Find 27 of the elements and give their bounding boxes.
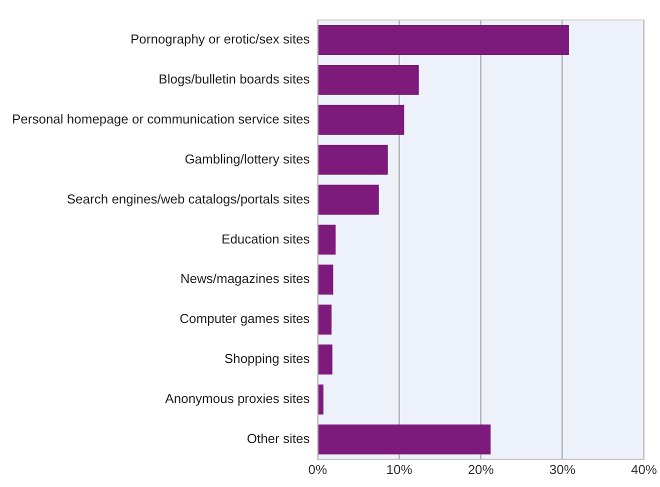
y-tick-label: Search engines/web catalogs/portals sites [66,191,310,206]
bar [318,224,336,255]
bar [318,384,324,414]
y-tick-label: Gambling/lottery sites [184,151,310,166]
y-tick-label: Anonymous proxies sites [165,391,310,406]
y-tick-label: Shopping sites [224,351,310,366]
y-tick-label: Education sites [222,231,310,246]
x-tick-label: 10% [386,462,413,477]
y-tick-label: Blogs/bulletin boards sites [158,71,310,86]
y-tick-label: News/magazines sites [180,271,310,286]
bar [318,344,332,375]
bar [318,304,332,335]
x-tick-label: 30% [549,462,576,477]
bar [318,104,404,135]
y-tick-label: Personal homepage or communication service sites [12,111,310,126]
bar [318,24,569,55]
bar [318,264,334,295]
bar [318,424,491,454]
y-tick-label: Other sites [246,431,310,446]
x-tick-label: 0% [308,462,328,477]
y-tick-label: Computer games sites [180,311,310,326]
bar [318,184,379,215]
bar [318,64,419,95]
x-tick-label: 20% [468,462,494,477]
bar [318,144,388,175]
x-tick-label: 40% [630,462,658,477]
y-tick-label: Pornography or erotic/sex sites [130,32,310,47]
